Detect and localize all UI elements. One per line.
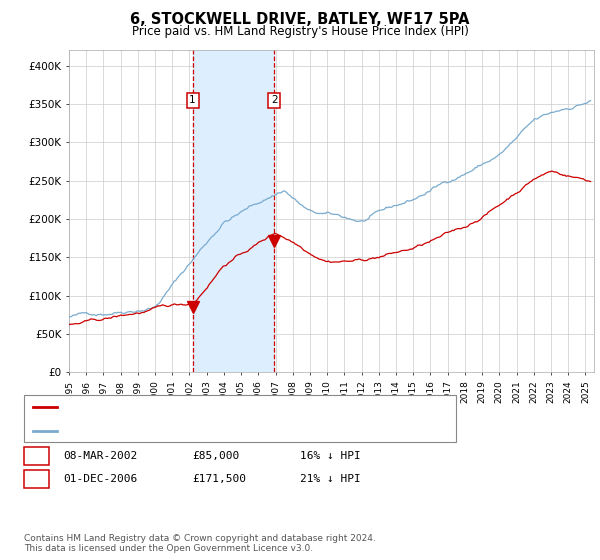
Text: 6, STOCKWELL DRIVE, BATLEY, WF17 5PA: 6, STOCKWELL DRIVE, BATLEY, WF17 5PA bbox=[130, 12, 470, 27]
Text: £171,500: £171,500 bbox=[192, 474, 246, 484]
Text: 2: 2 bbox=[271, 95, 277, 105]
Text: HPI: Average price, detached house, Kirklees: HPI: Average price, detached house, Kirk… bbox=[63, 426, 298, 436]
Bar bbox=[193, 50, 274, 372]
Text: 16% ↓ HPI: 16% ↓ HPI bbox=[300, 451, 361, 461]
Text: 21% ↓ HPI: 21% ↓ HPI bbox=[300, 474, 361, 484]
Text: 01-DEC-2006: 01-DEC-2006 bbox=[63, 474, 137, 484]
Text: Price paid vs. HM Land Registry's House Price Index (HPI): Price paid vs. HM Land Registry's House … bbox=[131, 25, 469, 38]
Text: 6, STOCKWELL DRIVE, BATLEY, WF17 5PA (detached house): 6, STOCKWELL DRIVE, BATLEY, WF17 5PA (de… bbox=[63, 402, 373, 412]
Text: Contains HM Land Registry data © Crown copyright and database right 2024.
This d: Contains HM Land Registry data © Crown c… bbox=[24, 534, 376, 553]
Text: 1: 1 bbox=[189, 95, 196, 105]
Text: £85,000: £85,000 bbox=[192, 451, 239, 461]
Text: 1: 1 bbox=[33, 451, 40, 461]
Text: 08-MAR-2002: 08-MAR-2002 bbox=[63, 451, 137, 461]
Text: 2: 2 bbox=[33, 474, 40, 484]
